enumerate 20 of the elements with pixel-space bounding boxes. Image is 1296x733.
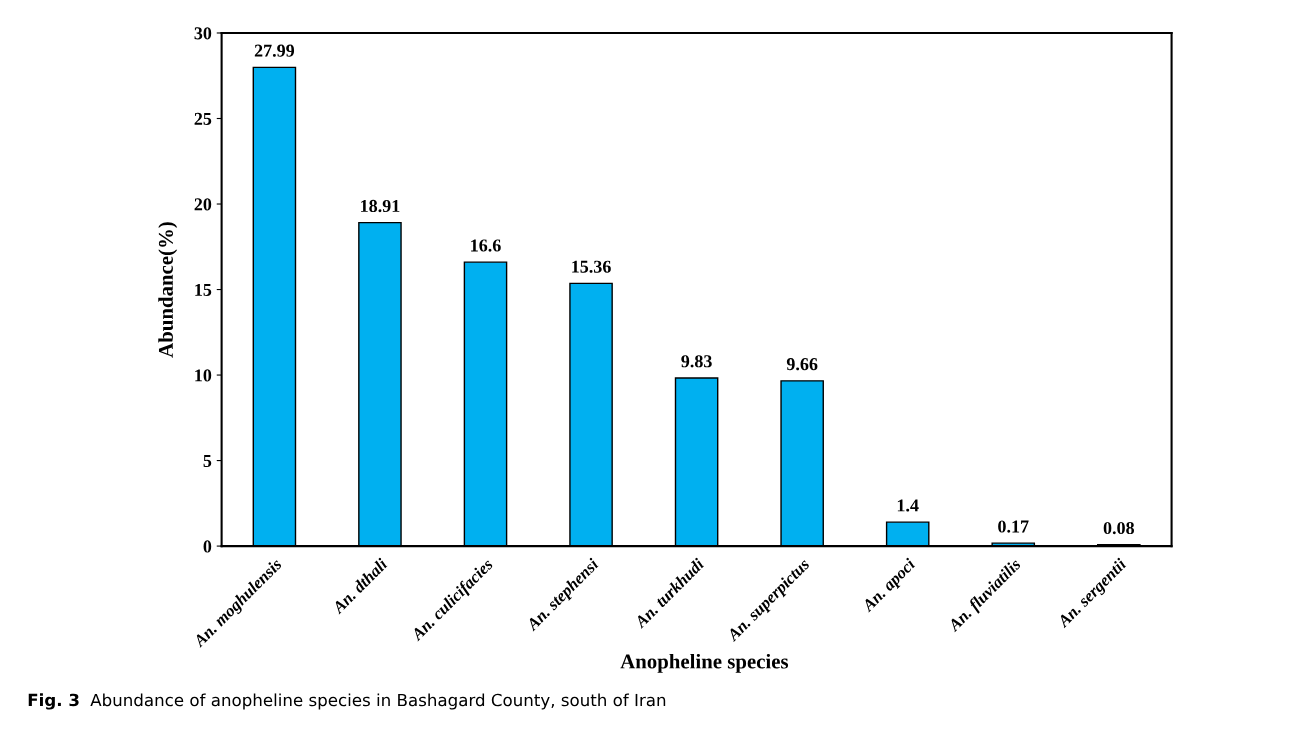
data-label: 27.99 [254,44,295,57]
y-tick-label: 0 [203,540,212,553]
y-tick-label: 20 [194,198,212,211]
data-label: 9.66 [786,358,818,371]
text: Abundance of anopheline species in Bashagard County, south of Iran [90,693,666,710]
data-label: 0.08 [1103,521,1135,535]
y-tick-label: 10 [195,369,212,382]
x-axis-title: Anopheline species [620,653,789,673]
data-label: 18.91 [361,199,400,213]
y-tick-label: 15 [195,283,212,296]
y-axis-title: Abundance(%) [158,222,178,358]
data-label: 0.17 [998,520,1029,533]
caption: Fig. 3 [28,693,79,710]
y-tick-label: 30 [194,27,212,40]
data-label: 9.83 [681,355,712,368]
data-label: 1.4 [897,499,919,512]
y-tick-label: 25 [194,112,212,125]
y-tick-label: 5 [203,455,212,468]
data-label: 15.36 [572,260,611,273]
data-label: 16.6 [471,239,501,252]
